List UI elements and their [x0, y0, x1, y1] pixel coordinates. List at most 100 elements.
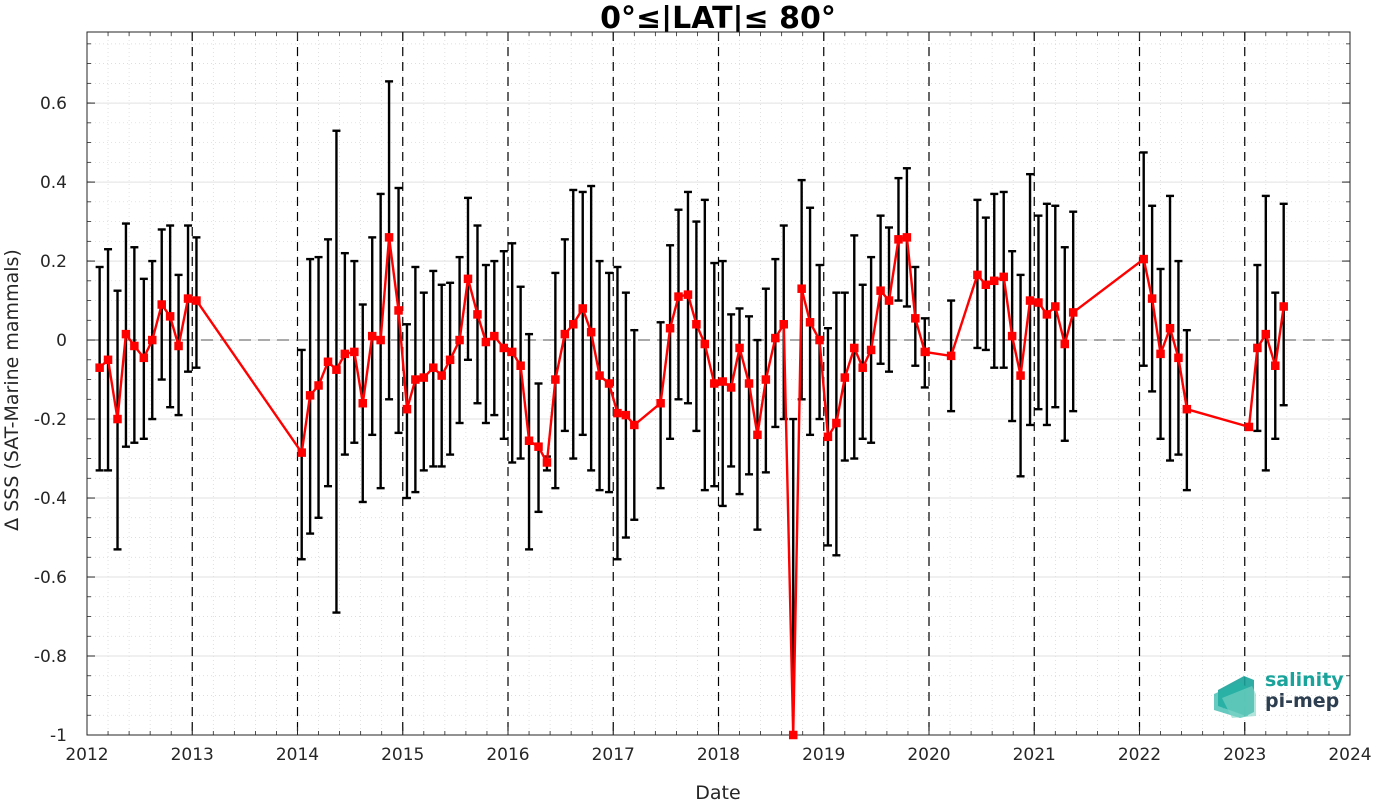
- data-point-marker: [1167, 325, 1174, 332]
- x-tick-label: 2016: [486, 745, 529, 765]
- data-point-marker: [780, 321, 787, 328]
- data-point-marker: [772, 335, 779, 342]
- data-point-marker: [333, 366, 340, 373]
- data-point-marker: [1175, 354, 1182, 361]
- data-point-marker: [903, 234, 910, 241]
- x-tick-label: 2023: [1223, 745, 1266, 765]
- x-tick-label: 2012: [65, 745, 108, 765]
- chart-title: 0°≤|LAT|≤ 80°: [600, 1, 836, 36]
- data-point-marker: [1183, 406, 1190, 413]
- data-point-marker: [895, 236, 902, 243]
- data-point-marker: [719, 378, 726, 385]
- data-point-marker: [341, 350, 348, 357]
- chart: 0°≤|LAT|≤ 80° 2012 2013 2014 2015 2016 2017 20…: [0, 0, 1375, 801]
- data-point-marker: [307, 392, 314, 399]
- data-point-marker: [1157, 350, 1164, 357]
- y-tick-label: 0.2: [40, 252, 67, 272]
- data-point-marker: [403, 406, 410, 413]
- y-tick-label: -0.6: [34, 568, 67, 588]
- data-point-marker: [386, 234, 393, 241]
- data-point-marker: [140, 354, 147, 361]
- data-point-marker: [149, 337, 156, 344]
- data-point-marker: [1245, 423, 1252, 430]
- data-point-marker: [430, 364, 437, 371]
- data-point-marker: [1272, 362, 1279, 369]
- data-point-marker: [158, 301, 165, 308]
- data-point-marker: [474, 311, 481, 318]
- data-point-marker: [614, 410, 621, 417]
- data-point-marker: [833, 419, 840, 426]
- data-point-marker: [1262, 331, 1269, 338]
- logo-text-salinity: salinity: [1265, 669, 1344, 691]
- data-point-marker: [447, 356, 454, 363]
- data-point-marker: [193, 297, 200, 304]
- data-point-marker: [667, 325, 674, 332]
- data-point-marker: [982, 281, 989, 288]
- data-point-marker: [886, 297, 893, 304]
- data-point-marker: [622, 412, 629, 419]
- data-point-marker: [420, 374, 427, 381]
- data-point-marker: [693, 321, 700, 328]
- data-point-marker: [1070, 309, 1077, 316]
- data-point-marker: [96, 364, 103, 371]
- data-point-marker: [561, 331, 568, 338]
- data-point-marker: [369, 333, 376, 340]
- data-point-marker: [315, 382, 322, 389]
- data-point-marker: [746, 380, 753, 387]
- data-point-marker: [482, 339, 489, 346]
- data-point-marker: [596, 372, 603, 379]
- data-point-marker: [1254, 344, 1261, 351]
- data-point-marker: [131, 342, 138, 349]
- data-point-marker: [754, 431, 761, 438]
- x-tick-label: 2018: [697, 745, 740, 765]
- data-point-marker: [711, 380, 718, 387]
- data-point-marker: [991, 277, 998, 284]
- data-point-marker: [657, 400, 664, 407]
- y-tick-label: 0.4: [40, 173, 67, 193]
- data-point-marker: [974, 271, 981, 278]
- data-point-marker: [535, 443, 542, 450]
- y-tick-label: 0.6: [40, 94, 67, 114]
- data-point-marker: [1027, 297, 1034, 304]
- data-point-marker: [1000, 273, 1007, 280]
- data-point-marker: [824, 433, 831, 440]
- logo-text-pi-mep: pi-mep: [1265, 690, 1339, 712]
- data-point-marker: [114, 416, 121, 423]
- x-tick-label: 2022: [1118, 745, 1161, 765]
- y-tick-label: 0: [56, 331, 67, 351]
- data-point-marker: [588, 329, 595, 336]
- data-point-marker: [579, 305, 586, 312]
- data-point-marker: [185, 295, 192, 302]
- x-tick-label: 2020: [907, 745, 950, 765]
- data-point-marker: [877, 287, 884, 294]
- x-axis-label: Date: [695, 782, 740, 801]
- y-axis-label: Δ SSS (SAT-Marine mammals): [1, 249, 23, 531]
- data-point-marker: [728, 384, 735, 391]
- data-point-marker: [762, 376, 769, 383]
- data-point-marker: [948, 352, 955, 359]
- data-point-marker: [395, 307, 402, 314]
- data-point-marker: [912, 315, 919, 322]
- data-point-marker: [298, 449, 305, 456]
- data-point-marker: [859, 364, 866, 371]
- data-point-marker: [438, 372, 445, 379]
- data-point-marker: [1043, 311, 1050, 318]
- data-point-marker: [1140, 256, 1147, 263]
- data-point-marker: [122, 331, 129, 338]
- y-tick-label: -0.4: [34, 489, 67, 509]
- x-tick-label: 2015: [381, 745, 424, 765]
- data-point-marker: [807, 319, 814, 326]
- data-point-marker: [675, 293, 682, 300]
- data-point-marker: [798, 285, 805, 292]
- data-point-marker: [1061, 341, 1068, 348]
- x-tick-label: 2024: [1328, 745, 1371, 765]
- data-point-marker: [1035, 299, 1042, 306]
- data-point-marker: [684, 291, 691, 298]
- data-point-marker: [175, 342, 182, 349]
- data-point-marker: [412, 376, 419, 383]
- data-point-marker: [359, 400, 366, 407]
- data-point-marker: [701, 341, 708, 348]
- data-point-marker: [526, 437, 533, 444]
- data-point-marker: [465, 275, 472, 282]
- data-point-marker: [509, 348, 516, 355]
